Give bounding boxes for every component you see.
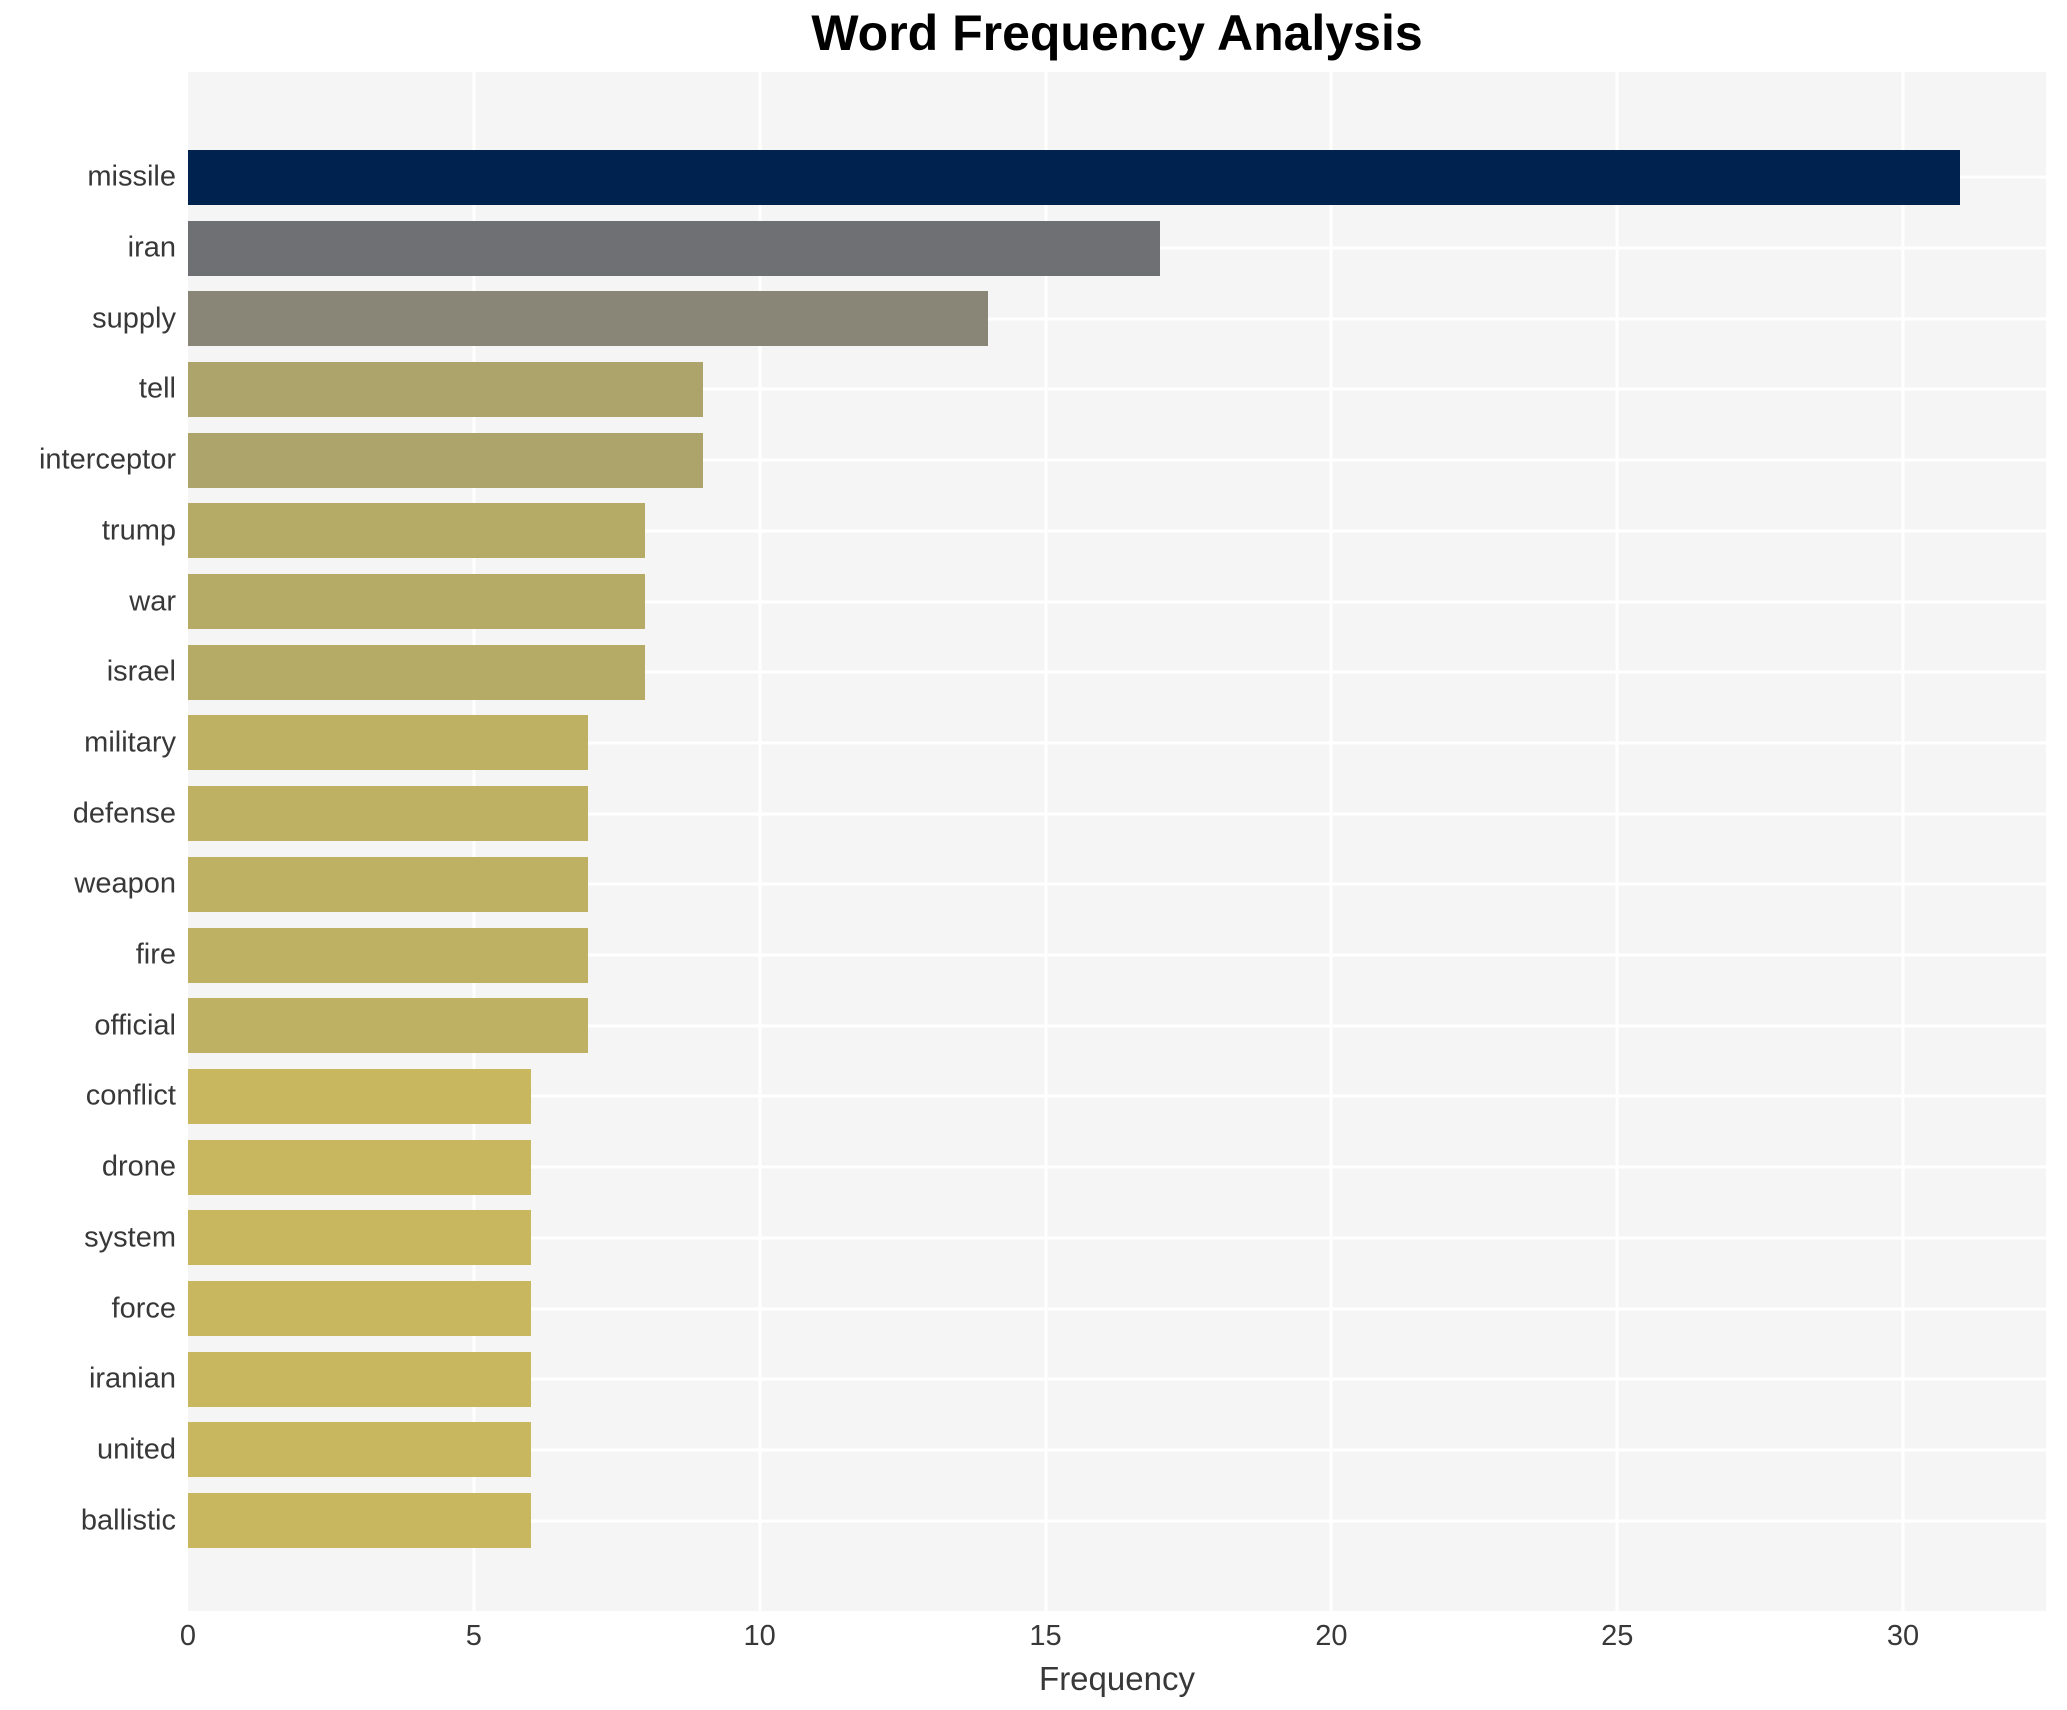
x-gridline-5: [472, 72, 476, 1611]
y-gridline-iranian: [188, 1377, 2046, 1381]
bar-fire: [188, 927, 589, 983]
y-tick-label-interceptor: interceptor: [38, 443, 176, 476]
bar-official: [188, 998, 589, 1054]
bar-system: [188, 1210, 531, 1266]
bar-supply: [188, 291, 989, 347]
y-gridline-fire: [188, 953, 2046, 957]
x-axis-ticks: 0 5 10 15 20 25 30: [180, 1620, 2046, 1660]
x-tick-label-10: 10: [743, 1620, 776, 1652]
bar-war: [188, 574, 646, 630]
x-tick-label-15: 15: [1029, 1620, 1062, 1652]
y-gridline-force: [188, 1307, 2046, 1311]
x-tick-label-25: 25: [1601, 1620, 1634, 1652]
bar-tell: [188, 361, 703, 417]
plot-area: [188, 72, 2046, 1611]
y-tick-label-defense: defense: [72, 797, 176, 830]
y-gridline-ballistic: [188, 1519, 2046, 1523]
bar-military: [188, 715, 589, 771]
x-tick-label-20: 20: [1315, 1620, 1348, 1652]
y-tick-label-trump: trump: [101, 514, 176, 547]
bar-missile: [188, 149, 1961, 205]
y-gridline-trump: [188, 529, 2046, 533]
x-gridline-10: [758, 72, 762, 1611]
y-gridline-united: [188, 1448, 2046, 1452]
y-gridline-supply: [188, 317, 2046, 321]
y-tick-label-israel: israel: [106, 655, 176, 688]
chart-title: Word Frequency Analysis: [811, 5, 1423, 61]
bar-trump: [188, 503, 646, 559]
y-tick-label-missile: missile: [87, 160, 176, 193]
y-gridline-official: [188, 1024, 2046, 1028]
x-gridline-20: [1329, 72, 1333, 1611]
y-axis-labels: missile iran supply tell interceptor trump war…: [0, 72, 176, 1611]
y-tick-label-supply: supply: [92, 302, 176, 335]
y-tick-label-drone: drone: [101, 1150, 176, 1183]
x-tick-label-0: 0: [179, 1620, 197, 1652]
y-tick-label-iran: iran: [127, 231, 176, 264]
y-tick-label-force: force: [111, 1292, 176, 1325]
y-tick-label-system: system: [84, 1221, 176, 1254]
y-tick-label-ballistic: ballistic: [80, 1504, 176, 1537]
bar-israel: [188, 644, 646, 700]
y-gridline-military: [188, 741, 2046, 745]
x-tick-label-30: 30: [1886, 1620, 1920, 1652]
y-tick-label-iranian: iranian: [88, 1362, 176, 1395]
y-gridline-tell: [188, 387, 2046, 391]
bar-united: [188, 1422, 531, 1478]
y-gridline-israel: [188, 670, 2046, 674]
y-tick-label-united: united: [96, 1433, 176, 1466]
y-gridline-interceptor: [188, 458, 2046, 462]
bar-weapon: [188, 856, 589, 912]
x-axis-title: Frequency: [1039, 1660, 1195, 1697]
y-gridline-war: [188, 600, 2046, 604]
x-gridline-15: [1044, 72, 1048, 1611]
bar-drone: [188, 1139, 531, 1195]
y-gridline-weapon: [188, 882, 2046, 886]
bar-iranian: [188, 1351, 531, 1407]
x-gridline-30: [1901, 72, 1905, 1611]
y-gridline-drone: [188, 1165, 2046, 1169]
y-tick-label-tell: tell: [138, 372, 176, 405]
y-tick-label-weapon: weapon: [74, 867, 176, 900]
y-gridline-defense: [188, 812, 2046, 816]
y-tick-label-fire: fire: [135, 938, 176, 971]
bar-iran: [188, 220, 1160, 276]
x-gridline-25: [1615, 72, 1619, 1611]
y-tick-label-military: military: [84, 726, 176, 759]
bar-defense: [188, 786, 589, 842]
y-tick-label-war: war: [129, 585, 176, 618]
x-tick-label-5: 5: [465, 1620, 482, 1652]
y-gridline-conflict: [188, 1094, 2046, 1098]
bar-interceptor: [188, 432, 703, 488]
y-tick-label-conflict: conflict: [85, 1079, 176, 1112]
y-tick-label-official: official: [94, 1009, 176, 1042]
bar-force: [188, 1281, 531, 1337]
bar-ballistic: [188, 1493, 531, 1549]
bar-conflict: [188, 1068, 531, 1124]
y-gridline-system: [188, 1236, 2046, 1240]
